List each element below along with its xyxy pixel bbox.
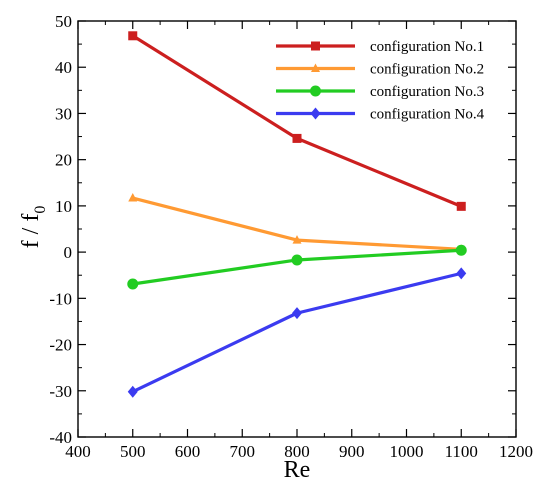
y-tick-label: 40 bbox=[55, 58, 72, 77]
y-tick-label: 20 bbox=[55, 151, 72, 170]
x-tick-label: 800 bbox=[284, 442, 310, 461]
series-line bbox=[132, 271, 462, 394]
circle-marker bbox=[127, 278, 139, 290]
y-tick-label: -10 bbox=[49, 289, 72, 308]
x-tick-label: 1200 bbox=[499, 442, 533, 461]
diamond-marker bbox=[292, 307, 302, 320]
x-tick-label: 900 bbox=[339, 442, 365, 461]
triangle-marker bbox=[292, 235, 302, 244]
diamond-marker bbox=[456, 267, 467, 280]
triangle-marker bbox=[128, 193, 138, 202]
x-tick-label: 1100 bbox=[445, 442, 478, 461]
legend-entry-4: configuration No.4 bbox=[276, 107, 485, 123]
x-tick-label: 1000 bbox=[390, 442, 424, 461]
series-3 bbox=[127, 244, 467, 290]
diamond-marker bbox=[127, 385, 138, 398]
y-axis-title-subscript: 0 bbox=[32, 206, 49, 214]
series-2 bbox=[128, 193, 466, 253]
legend-label: configuration No.1 bbox=[370, 39, 484, 55]
diamond-marker bbox=[310, 107, 321, 120]
series-layer bbox=[127, 31, 467, 398]
y-tick-label: -30 bbox=[49, 382, 72, 401]
y-tick-labels: -40 -30 -20 -10 0 10 20 30 40 50 bbox=[49, 12, 72, 447]
x-tick-labels: 400 500 600 700 800 900 1000 1100 1200 bbox=[65, 442, 533, 461]
y-axis-title: f / f0 bbox=[18, 206, 49, 249]
y-tick-label: -40 bbox=[49, 428, 72, 447]
circle-marker bbox=[455, 244, 467, 256]
y-axis-title-base: f / f bbox=[18, 214, 44, 249]
y-tick-label: 30 bbox=[55, 104, 72, 123]
legend-label: configuration No.2 bbox=[370, 62, 484, 78]
series-1 bbox=[128, 31, 466, 211]
x-tick-label: 400 bbox=[65, 442, 91, 461]
y-tick-label: 10 bbox=[55, 197, 72, 216]
axis-ticks bbox=[77, 20, 517, 438]
x-tick-label: 700 bbox=[230, 442, 256, 461]
legend-label: configuration No.4 bbox=[370, 107, 485, 123]
x-axis-title: Re bbox=[284, 457, 311, 483]
circle-marker bbox=[291, 254, 303, 266]
square-marker bbox=[311, 41, 320, 51]
series-4 bbox=[127, 267, 467, 398]
legend: configuration No.1 configuration No.2 conf… bbox=[276, 39, 485, 123]
y-tick-label: 50 bbox=[55, 12, 72, 31]
y-tick-label: 0 bbox=[64, 243, 73, 262]
x-tick-label: 600 bbox=[175, 442, 201, 461]
legend-entry-3: configuration No.3 bbox=[276, 84, 484, 100]
x-tick-label: 500 bbox=[120, 442, 146, 461]
square-marker bbox=[128, 31, 138, 41]
legend-entry-1: configuration No.1 bbox=[276, 39, 484, 55]
y-tick-label: -20 bbox=[49, 336, 72, 355]
square-marker bbox=[456, 201, 466, 211]
circle-marker bbox=[310, 85, 321, 97]
legend-entry-2: configuration No.2 bbox=[276, 62, 484, 78]
square-marker bbox=[292, 133, 302, 143]
triangle-marker bbox=[311, 63, 320, 72]
legend-label: configuration No.3 bbox=[370, 84, 484, 100]
